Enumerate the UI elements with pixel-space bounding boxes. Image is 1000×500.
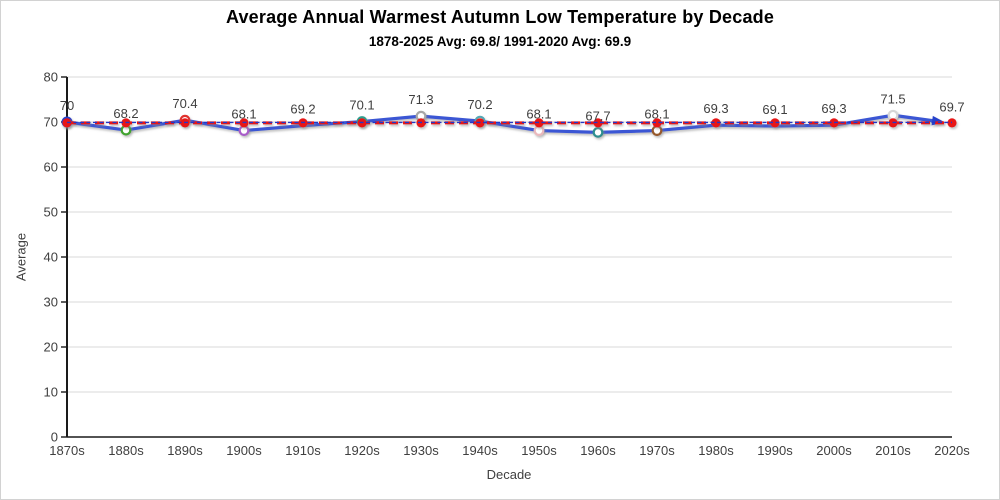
x-tick-label: 1890s [167, 443, 203, 458]
avg-marker [770, 118, 780, 128]
data-label: 68.1 [231, 107, 256, 122]
data-label: 70.2 [467, 97, 492, 112]
y-tick-label: 40 [44, 250, 58, 265]
x-tick-label: 2010s [875, 443, 911, 458]
data-label: 68.1 [526, 107, 551, 122]
chart-subtitle: 1878-2025 Avg: 69.8/ 1991-2020 Avg: 69.9 [368, 34, 632, 49]
y-axis-title: Average [13, 232, 29, 282]
y-tick-label: 50 [44, 205, 58, 220]
x-tick-label: 1950s [521, 443, 557, 458]
data-point-marker [887, 109, 899, 121]
data-point-marker [592, 126, 604, 138]
x-tick-label: 2020s [934, 443, 970, 458]
y-tick-label: 60 [44, 160, 58, 175]
y-tick-label: 80 [44, 70, 58, 85]
y-tick-label: 20 [44, 340, 58, 355]
avg-marker [711, 118, 721, 128]
data-label: 68.1 [644, 107, 669, 122]
data-point-marker [238, 125, 250, 136]
data-label: 69.3 [821, 101, 846, 116]
data-label: 69.1 [762, 102, 787, 117]
x-tick-label: 1960s [580, 443, 616, 458]
data-label: 67.7 [585, 108, 610, 123]
x-tick-label: 1930s [403, 443, 439, 458]
data-label: 69.2 [290, 102, 315, 117]
y-tick-label: 70 [44, 115, 58, 130]
avg-marker [652, 118, 662, 128]
data-label: 71.3 [408, 92, 433, 107]
data-point-marker [651, 125, 663, 136]
data-label: 69.3 [703, 101, 728, 116]
x-tick-label: 1940s [462, 443, 498, 458]
data-label: 70.1 [349, 98, 374, 113]
x-tick-label: 1900s [226, 443, 262, 458]
data-point-marker [533, 125, 545, 136]
x-tick-label: 1870s [49, 443, 85, 458]
x-tick-label: 1920s [344, 443, 380, 458]
data-label: 70.4 [172, 96, 197, 111]
temperature-line [65, 113, 934, 134]
x-tick-label: 1880s [108, 443, 144, 458]
y-tick-label: 10 [44, 385, 58, 400]
avg-marker [593, 118, 603, 128]
x-tick-label: 1910s [285, 443, 321, 458]
x-axis-title: Decade [486, 467, 532, 482]
x-tick-label: 1980s [698, 443, 734, 458]
data-label: 70 [60, 98, 74, 113]
axes [61, 76, 952, 438]
x-tick-label: 2000s [816, 443, 852, 458]
x-tick-label: 1990s [757, 443, 793, 458]
y-tick-label: 30 [44, 295, 58, 310]
axis-tick-labels: 1870s 1880s 1890s 1900s 1910s 1920s 1930s 1940s… [44, 70, 971, 459]
data-label: 71.5 [880, 91, 905, 106]
data-labels: 70 68.2 70.4 68.1 69.2 70.1 71.3 70.2 68.1 67.7 68… [60, 91, 965, 123]
chart-title: Average Annual Warmest Autumn Low Temper… [225, 7, 775, 27]
data-label: 69.7 [939, 99, 964, 114]
x-tick-label: 1970s [639, 443, 675, 458]
y-tick-label: 0 [51, 430, 58, 445]
data-label: 68.2 [113, 106, 138, 121]
